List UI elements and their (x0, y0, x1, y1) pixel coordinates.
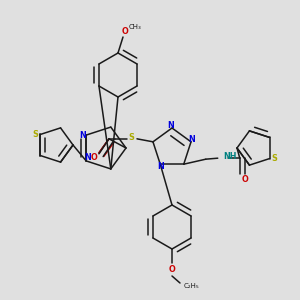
Text: S: S (272, 154, 278, 163)
Text: N: N (79, 130, 86, 140)
Text: N: N (189, 135, 195, 144)
Text: N: N (84, 153, 91, 162)
Text: C₂H₅: C₂H₅ (184, 283, 200, 289)
Text: N: N (157, 162, 164, 171)
Text: S: S (128, 133, 134, 142)
Text: O: O (122, 28, 128, 37)
Text: O: O (169, 266, 176, 274)
Text: N: N (168, 122, 174, 130)
Text: CH₃: CH₃ (129, 24, 141, 30)
Text: NH: NH (223, 152, 236, 161)
Text: S: S (32, 130, 38, 139)
Text: O: O (242, 175, 248, 184)
Text: O: O (91, 153, 98, 162)
